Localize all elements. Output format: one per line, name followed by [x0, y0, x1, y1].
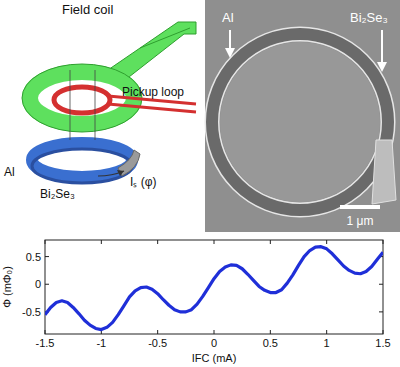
current-arrow: [98, 171, 124, 176]
x-tick: [45, 330, 46, 334]
arrow: [381, 30, 383, 66]
label: Iₛ (φ): [130, 175, 156, 189]
x-tick-label: 1.5: [375, 337, 390, 349]
current-arrowhead: [117, 170, 124, 176]
label: Bi₂Se₃: [40, 187, 75, 201]
x-axis-label: IFC (mA): [192, 352, 237, 364]
x-tick: [214, 240, 215, 244]
x-tick-label: -0.5: [148, 337, 167, 349]
x-tick-label: 1: [324, 337, 330, 349]
x-tick-label: -1.5: [36, 337, 55, 349]
x-tick-label: -1: [96, 337, 106, 349]
arrowhead: [377, 62, 387, 72]
label: Al: [222, 10, 234, 25]
label: Pickup loop: [122, 85, 184, 99]
y-tick-label: -0.5: [22, 306, 41, 318]
ring: [212, 34, 388, 210]
arrowhead: [225, 48, 235, 58]
x-tick: [383, 330, 384, 334]
chart: -1.5 -1 -0.5 0 0.5 1 1.5 -0.5 0 0.5 IFC (mA) Φ (mΦ₀…: [1, 240, 391, 364]
label: Field coil: [62, 2, 113, 17]
pickup-loop: [54, 87, 110, 113]
x-tick-label: 0: [211, 337, 217, 349]
x-tick: [45, 240, 46, 244]
micrograph: Al Bi₂Se₃ 1 μm: [205, 0, 400, 232]
plot-frame: [45, 240, 383, 334]
y-tick-label: 0.5: [26, 251, 41, 263]
x-tick: [326, 330, 327, 334]
field-coil-slot: [140, 28, 190, 48]
x-tick: [383, 240, 384, 244]
flux-lines: [70, 70, 95, 140]
sem-background: [205, 0, 400, 232]
bi2se3-flake: [118, 150, 140, 176]
data-line: [45, 247, 383, 330]
schematic: Field coil Pickup loop Al Bi₂Se₃ Iₛ (φ): [4, 2, 196, 201]
ring-edge: [212, 34, 388, 210]
y-tick-label: 0: [35, 278, 41, 290]
flake: [372, 140, 396, 204]
x-tick: [326, 240, 327, 244]
x-tick-label: 0.5: [263, 337, 278, 349]
y-tick: [379, 311, 383, 312]
y-axis-label: Φ (mΦ₀): [1, 266, 13, 308]
x-tick: [270, 330, 271, 334]
y-tick: [45, 256, 49, 257]
figure: Field coil Pickup loop Al Bi₂Se₃ Iₛ (φ) Al Bi₂…: [0, 0, 400, 367]
x-tick: [157, 330, 158, 334]
label: Al: [4, 165, 15, 179]
al-ring-edge: [32, 149, 132, 183]
label: Bi₂Se₃: [350, 10, 388, 25]
scale-label: 1 μm: [347, 214, 374, 228]
x-tick: [214, 330, 215, 334]
x-tick: [157, 240, 158, 244]
y-tick: [379, 284, 383, 285]
scale-bar: [340, 205, 380, 209]
x-tick: [101, 240, 102, 244]
ring-inner: [220, 42, 380, 202]
plot-data: [45, 247, 383, 330]
y-tick: [45, 284, 49, 285]
x-tick: [270, 240, 271, 244]
